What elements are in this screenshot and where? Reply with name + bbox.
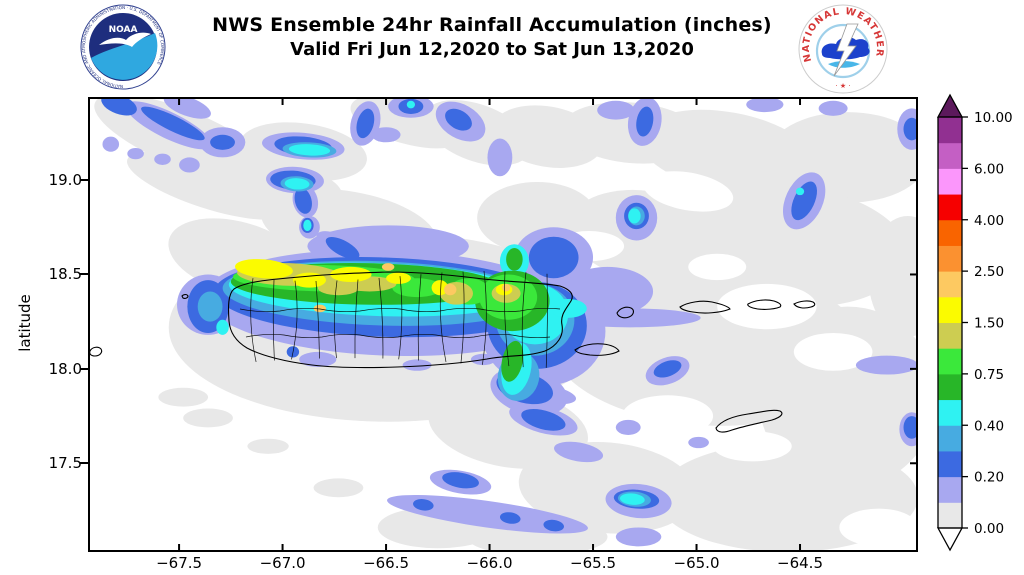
coastline-desecheo [181,293,189,299]
nws-logo: NATIONAL WEATHER SERVICE · ★ · [797,3,888,94]
y-tick-mark [80,273,88,276]
noaa-logo: NATIONAL OCEANIC AND ATMOSPHERIC ADMINIS… [80,4,166,90]
rainfall-map [88,97,918,552]
x-tick-label: −65.0 [673,554,720,572]
colorbar-label: 0.00 [974,521,1004,537]
coastline-vieques [574,343,620,356]
y-axis-label: latitude [16,294,34,352]
x-tick-label: −64.5 [777,554,823,572]
y-tick-label: 19.0 [48,171,82,190]
noaa-logo-label: NOAA [109,25,138,35]
coastline-st-thomas [679,300,731,314]
y-tick-mark [80,179,88,182]
y-tick-mark [80,367,88,370]
noaa-logo-sea [91,33,158,80]
nws-sea [828,61,860,68]
coastline-virgin-gorda [793,300,816,309]
contour-white [553,171,918,547]
chart-title: NWS Ensemble 24hr Rainfall Accumulation … [212,14,772,36]
colorbar-label: 4.00 [974,213,1004,229]
colorbar-label: 0.20 [974,470,1004,486]
noaa-logo-bird [99,32,151,47]
y-tick-label: 17.5 [48,454,82,473]
contour-tan [313,263,511,313]
colorbar: 10.00 6.00 4.00 2.50 1.50 0.75 0.40 0.20 0.00 [936,93,1013,552]
colorbar-label: 2.50 [974,264,1004,280]
coastline-mona [89,346,103,357]
colorbar-label: 0.75 [974,367,1004,383]
x-tick-label: −67.5 [156,554,203,572]
x-tick-label: −66.5 [363,554,410,572]
colorbar-label: 0.40 [974,418,1004,434]
title-block: NWS Ensemble 24hr Rainfall Accumulation … [197,13,787,62]
coastline-culebra [616,306,634,319]
chart-subtitle: Valid Fri Jun 12,2020 to Sat Jun 13,2020 [290,39,694,60]
nws-bottom-marks: · ★ · [835,82,850,90]
colorbar-label: 1.50 [974,316,1004,332]
municipality-borders [239,270,561,368]
coastline-tortola [747,299,782,310]
nws-lightning-icon [833,23,859,77]
x-tick-label: −67.0 [259,554,306,572]
y-tick-label: 18.0 [48,359,82,378]
y-tick-label: 18.5 [48,265,82,284]
x-tick-label: −65.5 [570,554,617,572]
coastline-st-croix [715,409,783,433]
colorbar-label: 6.00 [974,161,1004,177]
x-tick-label: −66.0 [466,554,513,572]
coastline-puerto-rico [227,271,573,369]
map-border [88,97,918,552]
y-tick-mark [80,462,88,465]
colorbar-label: 10.00 [974,110,1013,126]
coastlines [89,271,816,433]
